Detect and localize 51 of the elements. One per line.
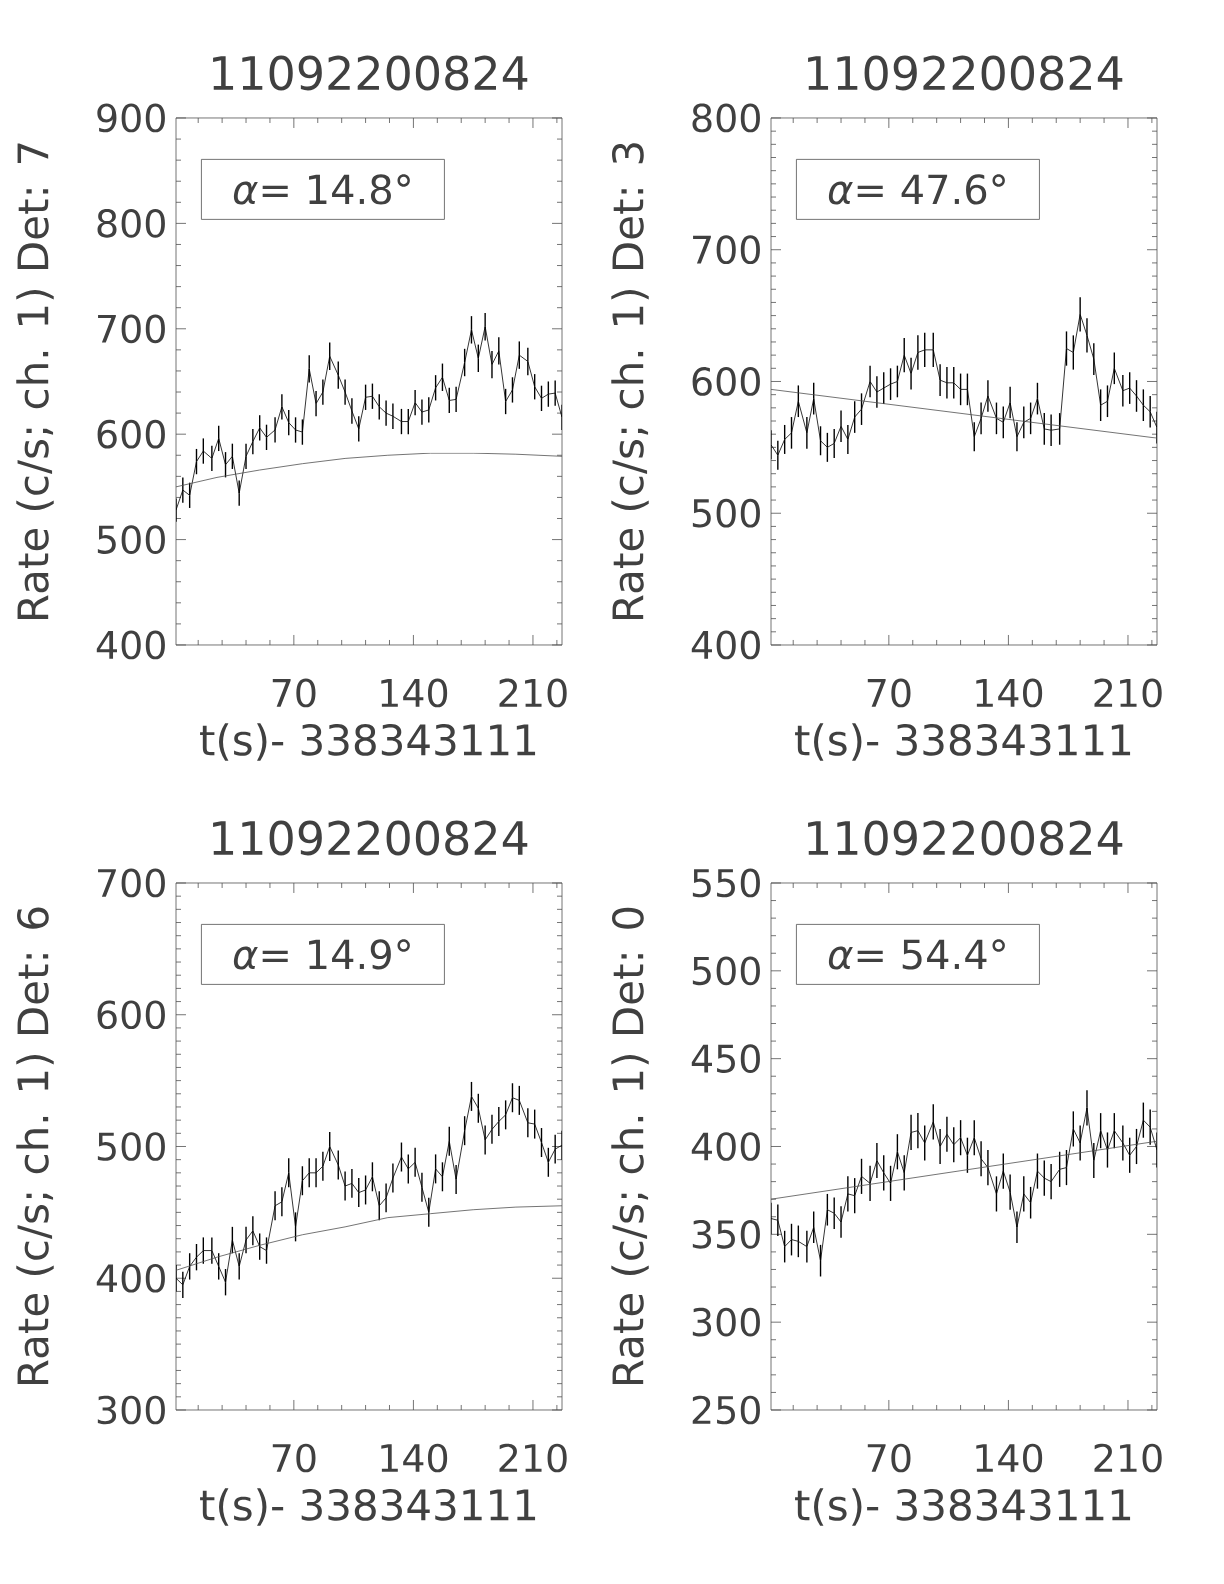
x-tick-label: 140	[381, 1443, 448, 1473]
y-axis-title: Rate (c/s; ch. 1) Det: 0	[611, 907, 649, 1385]
x-tick-label: 70	[867, 678, 911, 708]
y-tick-label: 400	[691, 1132, 760, 1161]
x-axis-title: t(s)- 338343111	[795, 1488, 1131, 1526]
y-tick-label: 550	[692, 868, 760, 898]
x-tick-label: 70	[272, 1443, 316, 1473]
y-axis-title: Rate (c/s; ch. 1) Det: 7	[16, 143, 54, 620]
y-tick-label: 400	[691, 630, 760, 660]
chart-title: 11092200824	[808, 55, 1123, 91]
annotation: α= 14.9°	[233, 939, 410, 970]
x-tick-label: 70	[867, 1443, 911, 1473]
y-tick-label: 800	[692, 103, 760, 133]
y-tick-label: 500	[692, 956, 760, 986]
y-tick-label: 700	[98, 868, 165, 898]
y-tick-label: 600	[97, 1000, 165, 1030]
y-axis-title: Rate (c/s; ch. 1) Det: 3	[611, 143, 649, 620]
y-tick-label: 500	[692, 498, 760, 528]
y-tick-label: 300	[692, 1307, 760, 1337]
x-tick-label: 210	[499, 1443, 567, 1473]
x-tick-label: 210	[1094, 1443, 1162, 1473]
chart-title: 11092200824	[213, 820, 528, 856]
annotation: α= 14.8°	[233, 174, 410, 205]
x-axis-title: t(s)- 338343111	[200, 723, 536, 761]
chart-title: 11092200824	[808, 820, 1123, 856]
annotation: α= 54.4°	[828, 939, 1005, 970]
x-tick-label: 210	[499, 678, 567, 708]
x-tick-label: 140	[976, 678, 1043, 708]
x-tick-label: 140	[381, 678, 448, 708]
y-tick-label: 700	[693, 235, 760, 265]
y-tick-label: 500	[97, 1132, 165, 1161]
y-tick-label: 500	[97, 525, 165, 554]
y-tick-label: 300	[97, 1395, 165, 1425]
y-tick-label: 350	[692, 1219, 760, 1249]
y-tick-label: 600	[97, 419, 165, 449]
y-tick-label: 700	[98, 314, 165, 344]
x-tick-label: 70	[272, 678, 316, 708]
x-tick-label: 140	[976, 1443, 1043, 1473]
annotation: α= 47.6°	[828, 174, 1005, 205]
y-tick-label: 400	[96, 1263, 165, 1293]
x-axis-title: t(s)- 338343111	[795, 723, 1131, 761]
chart-title: 11092200824	[213, 55, 528, 91]
x-tick-label: 210	[1094, 678, 1162, 708]
y-tick-label: 600	[692, 367, 760, 396]
y-tick-label: 450	[691, 1044, 760, 1074]
y-tick-label: 900	[97, 103, 165, 133]
x-axis-title: t(s)- 338343111	[200, 1488, 536, 1526]
y-tick-label: 800	[97, 209, 165, 238]
y-tick-label: 250	[692, 1395, 760, 1425]
y-axis-title: Rate (c/s; ch. 1) Det: 6	[16, 907, 54, 1385]
y-tick-label: 400	[96, 630, 165, 660]
